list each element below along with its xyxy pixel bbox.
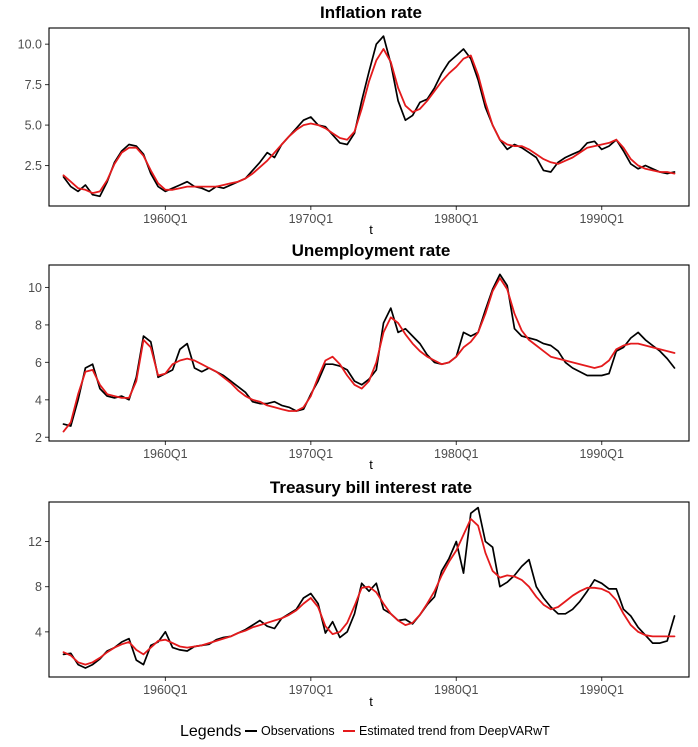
- panel-treasury-frame: [48, 501, 690, 678]
- panel-unemployment-series-trend: [62, 277, 676, 433]
- panel-treasury-y-tick-label: 4: [35, 625, 42, 639]
- panel-unemployment-y-tick-label: 6: [35, 356, 42, 370]
- panel-inflation-x-tick-label: 1990Q1: [579, 212, 624, 226]
- panel-inflation-x-tick-label: 1980Q1: [434, 212, 479, 226]
- panel-treasury-x-label: t: [369, 694, 373, 709]
- panel-unemployment-x-tick-label: 1990Q1: [579, 447, 624, 461]
- panel-inflation-x-tick-label: 1960Q1: [143, 212, 188, 226]
- panel-treasury-series-trend: [62, 518, 676, 666]
- legend-label-observations: Observations: [261, 724, 335, 738]
- panel-inflation-y-tick-label: 2.5: [25, 159, 42, 173]
- panel-inflation-frame: [48, 27, 690, 207]
- panel-inflation-series-trend: [62, 48, 676, 195]
- panel-unemployment-y-tick-label: 8: [35, 318, 42, 332]
- panel-unemployment: Unemployment rate 2 4 6 8 10 1960Q1 1970Q1 1980…: [28, 241, 690, 472]
- panel-treasury-x-tick-label: 1980Q1: [434, 683, 479, 697]
- panel-inflation-y-tick-label: 7.5: [25, 78, 42, 92]
- legend-label-trend: Estimated trend from DeepVARwT: [359, 724, 550, 738]
- panel-unemployment-x-tick-label: 1960Q1: [143, 447, 188, 461]
- panel-treasury-y-tick-label: 12: [28, 535, 42, 549]
- panel-treasury-title: Treasury bill interest rate: [270, 478, 472, 497]
- panel-unemployment-y-tick-label: 10: [28, 281, 42, 295]
- panel-unemployment-frame: [48, 264, 690, 442]
- panel-treasury-series-observations: [62, 506, 676, 669]
- panel-unemployment-x-label: t: [369, 457, 373, 472]
- panel-treasury-y-tick-label: 8: [35, 580, 42, 594]
- legend-title: Legends: [180, 723, 241, 740]
- panel-inflation-series-observations: [62, 35, 676, 198]
- panel-inflation-x-tick-label: 1970Q1: [289, 212, 334, 226]
- panel-inflation-y-tick-label: 5.0: [25, 119, 42, 133]
- panel-unemployment-y-tick-label: 4: [35, 393, 42, 407]
- panel-unemployment-y-tick-label: 2: [35, 431, 42, 445]
- panel-unemployment-series-observations: [62, 273, 676, 427]
- panel-unemployment-x-tick-label: 1970Q1: [289, 447, 334, 461]
- panel-treasury-x-tick-label: 1960Q1: [143, 683, 188, 697]
- panel-inflation-title: Inflation rate: [320, 3, 422, 22]
- panel-inflation: Inflation rate 2.5 5.0 7.5 10.0 1960Q1 1970Q1…: [18, 3, 690, 237]
- panel-treasury: Treasury bill interest rate 4 8 12 1960Q1 19…: [28, 478, 690, 709]
- panel-treasury-x-tick-label: 1970Q1: [289, 683, 334, 697]
- panel-unemployment-title: Unemployment rate: [292, 241, 451, 260]
- panel-inflation-y-tick-label: 10.0: [18, 38, 42, 52]
- panel-inflation-x-label: t: [369, 222, 373, 237]
- legend: Legends Observations Estimated trend fro…: [180, 723, 550, 740]
- panel-unemployment-x-tick-label: 1980Q1: [434, 447, 479, 461]
- panel-treasury-x-tick-label: 1990Q1: [579, 683, 624, 697]
